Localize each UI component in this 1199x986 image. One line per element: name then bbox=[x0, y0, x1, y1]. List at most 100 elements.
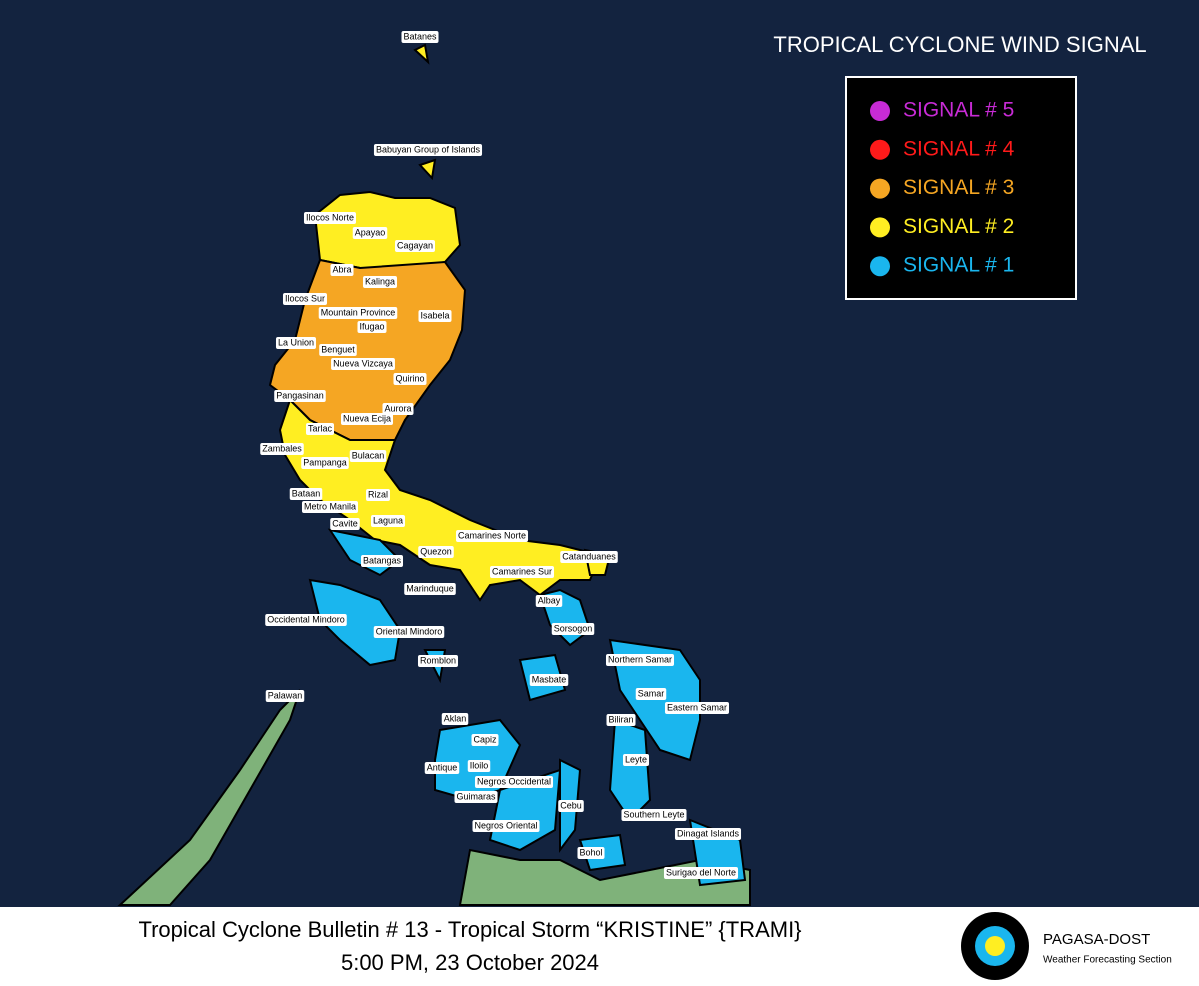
place-name: Dinagat Islands bbox=[677, 828, 740, 838]
place-name: Surigao del Norte bbox=[666, 867, 736, 877]
label-bg bbox=[282, 293, 328, 305]
label-bg bbox=[365, 489, 391, 501]
place-label: Ifugao bbox=[357, 321, 387, 333]
place-name: Rizal bbox=[368, 489, 388, 499]
place-name: Mountain Province bbox=[321, 307, 396, 317]
label-bg bbox=[467, 760, 491, 772]
label-bg bbox=[370, 515, 406, 527]
place-name: Samar bbox=[638, 688, 665, 698]
label-bg bbox=[260, 443, 304, 455]
label-bg bbox=[441, 713, 469, 725]
label-bg bbox=[401, 31, 439, 43]
place-label: Capiz bbox=[471, 734, 499, 746]
place-label: Pangasinan bbox=[274, 390, 326, 402]
place-label: Aklan bbox=[441, 713, 469, 725]
legend-label: SIGNAL # 2 bbox=[903, 215, 1014, 238]
place-label: Apayao bbox=[352, 227, 388, 239]
legend-swatch bbox=[870, 139, 890, 160]
place-name: Leyte bbox=[625, 754, 647, 764]
label-bg bbox=[674, 828, 742, 840]
label-bg bbox=[303, 212, 357, 224]
label-bg bbox=[330, 518, 360, 530]
label-bg bbox=[424, 762, 460, 774]
legend-label: SIGNAL # 5 bbox=[903, 99, 1014, 122]
place-label: Quirino bbox=[393, 373, 427, 385]
place-name: Biliran bbox=[608, 714, 633, 724]
place-label: Cagayan bbox=[394, 240, 436, 252]
place-label: Eastern Samar bbox=[664, 702, 730, 714]
legend-swatch bbox=[870, 256, 890, 277]
place-label: Aurora bbox=[382, 403, 414, 415]
place-label: Guimaras bbox=[454, 791, 498, 803]
place-name: Albay bbox=[538, 595, 561, 605]
label-bg bbox=[275, 337, 317, 349]
place-name: Antique bbox=[427, 762, 458, 772]
place-label: Camarines Sur bbox=[489, 566, 555, 578]
place-name: Kalinga bbox=[365, 276, 395, 286]
place-name: Batangas bbox=[363, 555, 402, 565]
place-name: Zambales bbox=[262, 443, 302, 453]
map-title: TROPICAL CYCLONE WIND SIGNAL bbox=[773, 32, 1146, 57]
place-label: Rizal bbox=[365, 489, 391, 501]
place-name: Metro Manila bbox=[304, 501, 356, 511]
place-label: Oriental Mindoro bbox=[373, 626, 445, 638]
place-label: Leyte bbox=[622, 754, 650, 766]
place-label: Pampanga bbox=[301, 457, 349, 469]
place-label: Samar bbox=[635, 688, 667, 700]
label-bg bbox=[362, 276, 398, 288]
place-name: Negros Occidental bbox=[477, 776, 551, 786]
place-name: Iloilo bbox=[470, 760, 489, 770]
place-name: Southern Leyte bbox=[623, 809, 684, 819]
place-label: Babuyan Group of Islands bbox=[373, 144, 483, 156]
place-name: Catanduanes bbox=[562, 551, 616, 561]
place-label: Cavite bbox=[330, 518, 360, 530]
place-label: Laguna bbox=[370, 515, 406, 527]
place-label: Camarines Norte bbox=[455, 530, 529, 542]
place-name: Isabela bbox=[420, 310, 449, 320]
place-name: Cebu bbox=[560, 800, 582, 810]
label-bg bbox=[318, 307, 398, 319]
legend-label: SIGNAL # 3 bbox=[903, 176, 1014, 199]
place-name: Masbate bbox=[532, 674, 567, 684]
label-bg bbox=[635, 688, 667, 700]
label-bg bbox=[274, 390, 326, 402]
label-bg bbox=[606, 714, 636, 726]
place-label: Tarlac bbox=[305, 423, 335, 435]
label-bg bbox=[529, 674, 569, 686]
place-label: Isabela bbox=[418, 310, 452, 322]
place-label: Occidental Mindoro bbox=[265, 614, 347, 626]
agency-name: PAGASA-DOST bbox=[1043, 931, 1150, 948]
label-bg bbox=[472, 820, 540, 832]
label-bg bbox=[394, 240, 436, 252]
place-name: Eastern Samar bbox=[667, 702, 727, 712]
place-label: Biliran bbox=[606, 714, 636, 726]
label-bg bbox=[349, 450, 387, 462]
label-bg bbox=[265, 690, 305, 702]
place-label: Marinduque bbox=[404, 583, 456, 595]
place-label: Bulacan bbox=[349, 450, 387, 462]
label-bg bbox=[663, 867, 739, 879]
place-label: Nueva Ecija bbox=[340, 413, 394, 425]
label-bg bbox=[352, 227, 388, 239]
place-label: Masbate bbox=[529, 674, 569, 686]
place-label: Kalinga bbox=[362, 276, 398, 288]
label-bg bbox=[418, 546, 454, 558]
label-bg bbox=[605, 654, 675, 666]
place-label: Palawan bbox=[265, 690, 305, 702]
place-label: Cebu bbox=[558, 800, 584, 812]
place-name: Benguet bbox=[321, 344, 355, 354]
place-name: Negros Oriental bbox=[474, 820, 537, 830]
place-name: Pampanga bbox=[303, 457, 347, 467]
label-bg bbox=[558, 800, 584, 812]
place-name: Cavite bbox=[332, 518, 358, 528]
place-name: Quezon bbox=[420, 546, 452, 556]
place-label: Antique bbox=[424, 762, 460, 774]
place-name: Camarines Norte bbox=[458, 530, 526, 540]
label-bg bbox=[340, 413, 394, 425]
place-label: Catanduanes bbox=[560, 551, 618, 563]
label-bg bbox=[373, 144, 483, 156]
place-name: Palawan bbox=[268, 690, 303, 700]
label-bg bbox=[301, 501, 359, 513]
agency-section: Weather Forecasting Section bbox=[1043, 955, 1172, 966]
